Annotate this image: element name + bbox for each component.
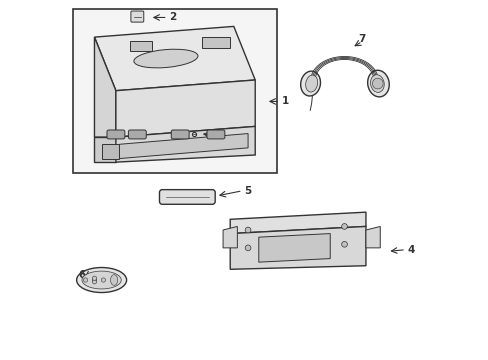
- Polygon shape: [94, 26, 255, 91]
- Text: 1: 1: [282, 96, 289, 107]
- Circle shape: [83, 278, 87, 282]
- Ellipse shape: [300, 71, 320, 96]
- Circle shape: [92, 280, 97, 284]
- FancyBboxPatch shape: [128, 130, 146, 139]
- FancyBboxPatch shape: [171, 130, 189, 139]
- Polygon shape: [230, 226, 365, 269]
- Polygon shape: [258, 234, 329, 262]
- Polygon shape: [102, 144, 119, 158]
- Ellipse shape: [305, 75, 317, 92]
- Circle shape: [92, 278, 97, 282]
- FancyBboxPatch shape: [130, 41, 151, 51]
- FancyBboxPatch shape: [206, 130, 224, 139]
- Ellipse shape: [370, 75, 384, 93]
- Text: 3: 3: [216, 130, 223, 140]
- FancyBboxPatch shape: [159, 190, 215, 204]
- Polygon shape: [223, 226, 237, 248]
- Circle shape: [341, 224, 346, 229]
- Ellipse shape: [110, 275, 118, 285]
- Circle shape: [101, 278, 105, 282]
- Polygon shape: [116, 80, 255, 137]
- Ellipse shape: [367, 70, 388, 97]
- Circle shape: [92, 276, 97, 280]
- Polygon shape: [94, 37, 116, 137]
- Polygon shape: [94, 137, 116, 162]
- Polygon shape: [119, 134, 247, 158]
- Circle shape: [244, 227, 250, 233]
- Circle shape: [341, 242, 346, 247]
- Text: 5: 5: [244, 186, 251, 196]
- Circle shape: [372, 78, 382, 89]
- Ellipse shape: [82, 271, 121, 289]
- Circle shape: [244, 245, 250, 251]
- Text: 4: 4: [406, 245, 413, 255]
- Ellipse shape: [77, 267, 126, 293]
- FancyBboxPatch shape: [131, 11, 143, 22]
- Polygon shape: [230, 212, 365, 234]
- FancyBboxPatch shape: [107, 130, 124, 139]
- Polygon shape: [116, 126, 255, 162]
- Text: 2: 2: [169, 13, 176, 22]
- Ellipse shape: [134, 49, 198, 68]
- Text: 7: 7: [358, 34, 366, 44]
- FancyBboxPatch shape: [201, 37, 230, 48]
- Text: 6: 6: [78, 270, 85, 280]
- FancyBboxPatch shape: [73, 9, 276, 173]
- Polygon shape: [365, 226, 380, 248]
